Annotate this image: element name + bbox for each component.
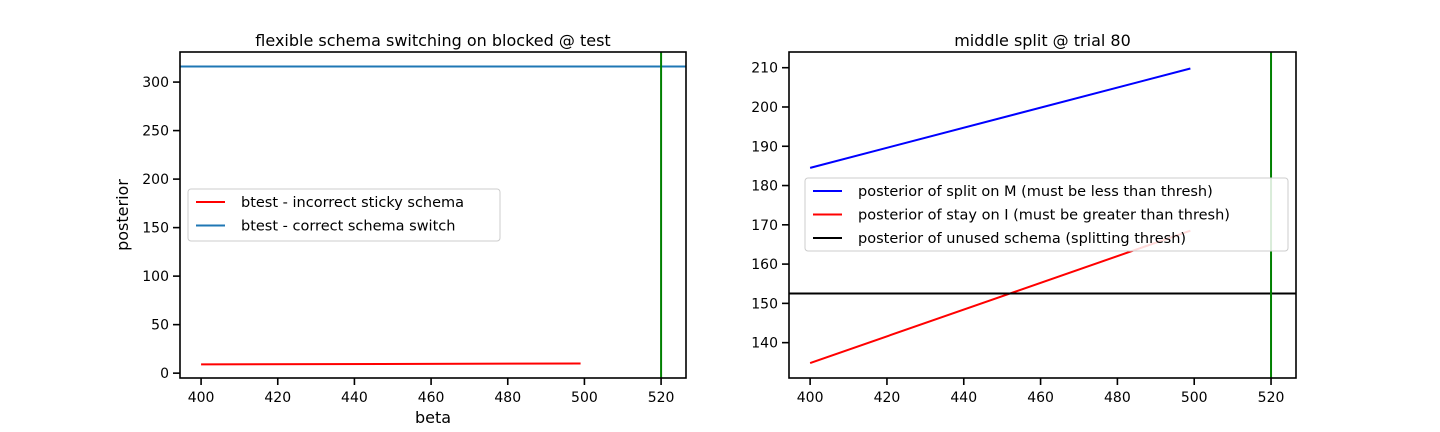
y-tick-label: 250 xyxy=(142,124,169,140)
y-tick-label: 180 xyxy=(751,179,778,195)
x-tick-label: 460 xyxy=(418,390,445,406)
x-tick-label: 460 xyxy=(1027,390,1054,406)
x-tick-label: 420 xyxy=(264,390,291,406)
legend-entry-label: btest - incorrect sticky schema xyxy=(241,195,464,211)
x-axis-label: beta xyxy=(415,408,451,427)
x-tick-label: 520 xyxy=(648,390,675,406)
y-tick-label: 0 xyxy=(160,366,169,382)
axes-frame xyxy=(788,51,1297,379)
y-axis-label: posterior xyxy=(113,179,132,251)
x-tick-label: 440 xyxy=(950,390,977,406)
y-tick-label: 200 xyxy=(751,100,778,116)
x-tick-label: 420 xyxy=(874,390,901,406)
legend-entry-label: posterior of split on M (must be less th… xyxy=(858,184,1213,200)
y-tick-label: 50 xyxy=(151,318,169,334)
y-tick-label: 160 xyxy=(751,257,778,273)
x-tick-label: 440 xyxy=(341,390,368,406)
x-tick-label: 500 xyxy=(571,390,598,406)
legend-entry-label: posterior of unused schema (splitting th… xyxy=(858,231,1186,247)
legend: btest - incorrect sticky schema btest - c… xyxy=(187,188,501,242)
x-tick-label: 500 xyxy=(1181,390,1208,406)
series-line-1 xyxy=(201,362,581,366)
legend: posterior of split on M (must be less th… xyxy=(804,177,1289,252)
y-tick-label: 210 xyxy=(751,61,778,77)
x-tick-label: 480 xyxy=(1104,390,1131,406)
y-tick-label: 150 xyxy=(142,221,169,237)
x-tick-label: 400 xyxy=(797,390,824,406)
x-tick-label: 520 xyxy=(1258,390,1285,406)
y-tick-label: 190 xyxy=(751,139,778,155)
x-tick-label: 480 xyxy=(494,390,521,406)
legend-entry-label: posterior of stay on I (must be greater … xyxy=(858,208,1230,224)
legend-box xyxy=(187,188,501,242)
legend-box xyxy=(804,177,1289,252)
y-tick-label: 200 xyxy=(142,172,169,188)
chart-panel-2: middle split @ trial 80 400 420 440 460 480 50… xyxy=(751,31,1297,406)
chart-title: flexible schema switching on blocked @ t… xyxy=(255,31,610,50)
y-tick-label: 100 xyxy=(142,269,169,285)
y-tick-label: 150 xyxy=(751,296,778,312)
x-tick-label: 400 xyxy=(188,390,215,406)
legend-entry-label: btest - correct schema switch xyxy=(241,219,455,235)
y-tick-label: 140 xyxy=(751,336,778,352)
y-tick-label: 170 xyxy=(751,218,778,234)
chart-title: middle split @ trial 80 xyxy=(954,31,1131,50)
chart-panel-1: flexible schema switching on blocked @ t… xyxy=(113,31,687,427)
axes-frame xyxy=(179,51,687,379)
series-line-1 xyxy=(809,67,1191,169)
series-line-2 xyxy=(809,229,1191,365)
y-tick-label: 300 xyxy=(142,75,169,91)
plot-area xyxy=(180,52,686,378)
